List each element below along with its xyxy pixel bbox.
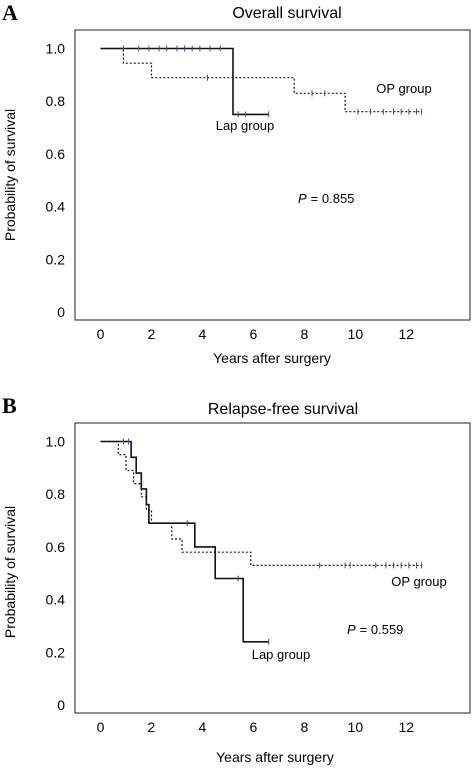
y-tick-label: 0.2 [46,251,66,267]
y-tick-label: 0 [57,697,65,713]
x-tick-label: 2 [148,326,156,342]
y-axis-label: Probability of survival [2,506,18,638]
y-tick-label: 0.4 [46,592,66,608]
chart-title: Relapse-free survival [208,401,358,418]
x-tick-label: 0 [97,326,105,342]
survival-curves [100,438,423,645]
y-tick-label: 0.4 [46,199,66,215]
y-ticks: 0 0.2 0.4 0.6 0.8 1.0 [46,433,66,713]
x-tick-label: 2 [148,719,156,735]
series-label-lap: Lap group [252,647,311,662]
op-group-curve [100,47,422,113]
x-tick-label: 8 [300,326,308,342]
x-tick-label: 8 [300,719,308,735]
x-tick-label: 10 [348,326,364,342]
lap-group-curve [100,47,269,116]
chart-title: Overall survival [232,5,341,22]
panel-label: B [2,393,17,418]
y-tick-label: 0.2 [46,644,66,660]
series-label-op: OP group [376,81,431,96]
x-axis-label: Years after surgery [213,350,331,366]
x-tick-label: 4 [199,719,207,735]
x-tick-label: 12 [399,326,415,342]
y-tick-label: 1.0 [46,433,66,449]
x-tick-label: 0 [97,719,105,735]
x-axis-label: Years after surgery [216,749,334,765]
x-ticks: 0 2 4 6 8 10 12 [97,719,415,735]
p-value: = 0.855 [311,191,355,206]
y-ticks: 0 0.2 0.4 0.6 0.8 1.0 [46,40,66,320]
p-symbol: P [347,622,356,637]
y-tick-label: 0.8 [46,93,66,109]
plot-frame [74,29,471,321]
y-tick-label: 0 [57,304,65,320]
x-tick-label: 6 [249,719,257,735]
panel-b: B Relapse-free survival Years after surg… [2,393,471,765]
x-ticks: 0 2 4 6 8 10 12 [97,326,415,342]
p-symbol: P [298,191,307,206]
panel-a: A Overall survival Years after surgery P… [2,0,471,366]
x-tick-label: 10 [348,719,364,735]
y-axis-label: Probability of survival [2,109,18,241]
y-tick-label: 1.0 [46,40,66,56]
survival-curves [100,45,423,118]
x-tick-label: 12 [399,719,415,735]
p-value-label: P = 0.855 [298,191,354,206]
series-label-lap: Lap group [216,118,275,133]
y-tick-label: 0.6 [46,146,66,162]
plot-frame [74,422,471,714]
op-group-curve [100,440,422,566]
x-tick-label: 6 [249,326,257,342]
series-label-op: OP group [391,574,446,589]
p-value: = 0.559 [360,622,404,637]
y-tick-label: 0.6 [46,539,66,555]
lap-group-curve [100,440,269,643]
panel-label: A [2,0,18,25]
p-value-label: P = 0.559 [347,622,403,637]
x-tick-label: 4 [199,326,207,342]
y-tick-label: 0.8 [46,486,66,502]
